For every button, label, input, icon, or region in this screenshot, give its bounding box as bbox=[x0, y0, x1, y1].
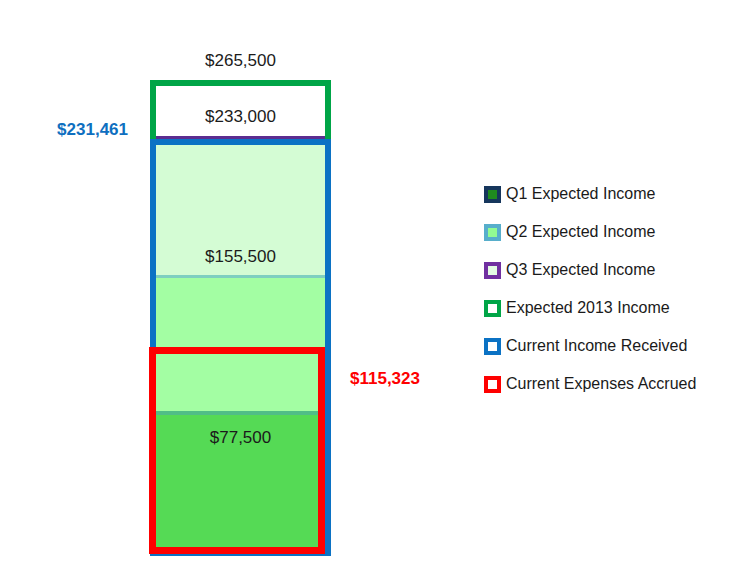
legend-item-q2-expected-income: Q2 Expected Income bbox=[484, 213, 696, 251]
legend-label-current-income: Current Income Received bbox=[506, 337, 687, 355]
label-current-income-received: $231,461 bbox=[18, 120, 128, 140]
current-income-legend-swatch-icon bbox=[484, 338, 501, 355]
legend-item-current-expenses-accrued: Current Expenses Accrued bbox=[484, 365, 696, 403]
label-q1-cumulative: $77,500 bbox=[151, 428, 330, 448]
current-expenses-legend-swatch-icon bbox=[484, 376, 501, 393]
label-q3-cumulative: $233,000 bbox=[151, 107, 330, 127]
legend-label-q1: Q1 Expected Income bbox=[506, 185, 655, 203]
legend-item-current-income-received: Current Income Received bbox=[484, 327, 696, 365]
legend-item-expected-2013-income: Expected 2013 Income bbox=[484, 289, 696, 327]
q2-legend-swatch-icon bbox=[484, 224, 501, 241]
legend-item-q3-expected-income: Q3 Expected Income bbox=[484, 251, 696, 289]
q3-legend-swatch-icon bbox=[484, 262, 501, 279]
legend-label-current-expenses: Current Expenses Accrued bbox=[506, 375, 696, 393]
legend-label-q2: Q2 Expected Income bbox=[506, 223, 655, 241]
chart-canvas: $265,500 $233,000 $155,500 $77,500 $231,… bbox=[0, 0, 750, 575]
chart-legend: Q1 Expected Income Q2 Expected Income Q3… bbox=[484, 175, 696, 403]
legend-item-q1-expected-income: Q1 Expected Income bbox=[484, 175, 696, 213]
expected-2013-legend-swatch-icon bbox=[484, 300, 501, 317]
current-expenses-accrued-bar bbox=[149, 347, 325, 554]
label-q2-cumulative: $155,500 bbox=[151, 247, 330, 267]
label-expected-total: $265,500 bbox=[151, 51, 330, 71]
legend-label-expected-2013: Expected 2013 Income bbox=[506, 299, 670, 317]
legend-label-q3: Q3 Expected Income bbox=[506, 261, 655, 279]
label-current-expenses-accrued: $115,323 bbox=[350, 369, 420, 389]
q1-legend-swatch-icon bbox=[484, 186, 501, 203]
